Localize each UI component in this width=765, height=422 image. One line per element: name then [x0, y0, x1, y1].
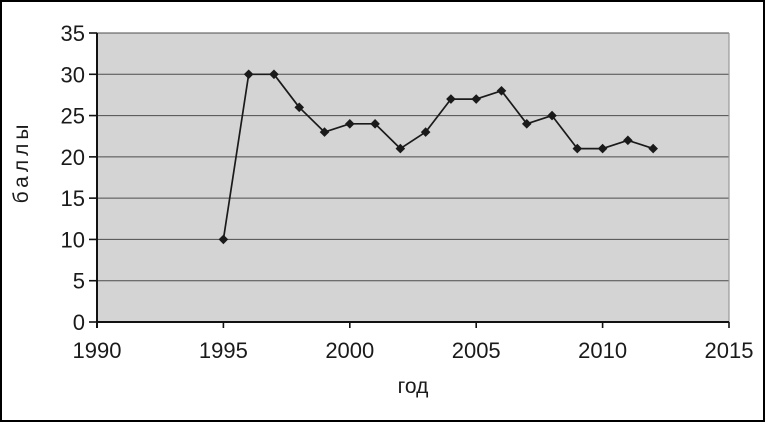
y-tick-label: 5 — [73, 269, 85, 294]
data-point-marker — [345, 119, 355, 129]
y-axis-title: баллы — [10, 121, 33, 204]
x-tick-label: 2010 — [578, 338, 627, 363]
x-tick-label: 1990 — [73, 338, 122, 363]
data-point-marker — [319, 127, 330, 137]
y-tick-label: 0 — [73, 310, 85, 335]
x-tick-label: 2005 — [452, 338, 501, 363]
x-axis-title: год — [398, 375, 429, 398]
data-point-marker — [446, 94, 456, 104]
data-point-marker — [597, 143, 608, 154]
y-tick-label: 20 — [61, 145, 85, 170]
data-point-marker — [547, 110, 557, 121]
y-tick-label: 30 — [61, 62, 85, 87]
data-point-marker — [269, 69, 279, 80]
data-point-marker — [243, 69, 254, 80]
y-tick-label: 25 — [61, 104, 85, 129]
x-tick-label: 2015 — [705, 338, 754, 363]
data-point-marker — [395, 143, 406, 154]
y-tick-label: 10 — [61, 227, 85, 252]
x-tick-label: 2000 — [325, 338, 374, 363]
data-point-marker — [623, 135, 633, 146]
y-tick-label: 35 — [61, 21, 85, 46]
data-point-marker — [294, 102, 305, 113]
data-point-marker — [521, 119, 532, 129]
plot-area — [97, 33, 729, 322]
data-point-marker — [218, 234, 229, 245]
plot-layer: 0 5 10 15 20 25 30 35 1990 1995 2000 2005 2010 2015 — [61, 21, 754, 363]
data-point-marker — [496, 86, 507, 96]
data-point-marker — [648, 143, 658, 154]
data-point-marker — [471, 94, 481, 104]
x-tick-label: 1995 — [199, 338, 248, 363]
y-tick-label: 15 — [61, 186, 85, 211]
data-point-marker — [420, 127, 431, 137]
data-point-marker — [370, 119, 380, 129]
data-point-marker — [572, 143, 583, 154]
